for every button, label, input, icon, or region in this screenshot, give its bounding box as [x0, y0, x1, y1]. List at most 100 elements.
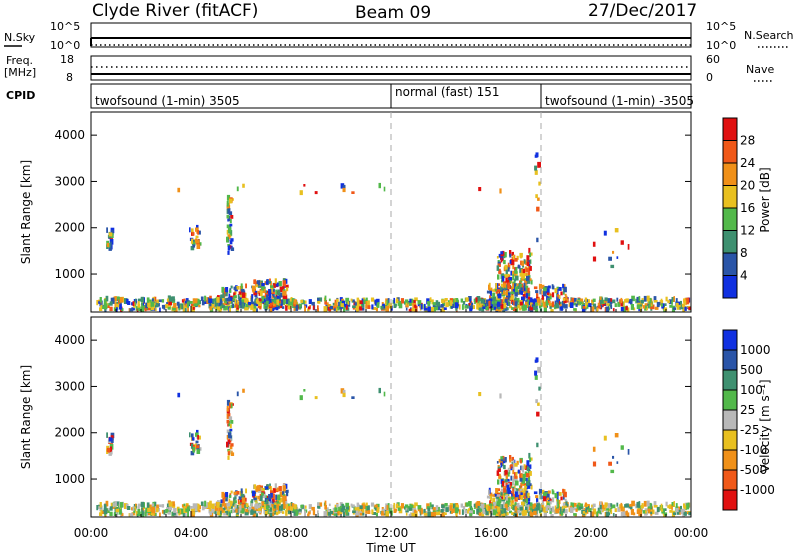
- velocity-cell: [526, 496, 531, 502]
- velocity-cell: [573, 507, 577, 511]
- power-cell: [341, 300, 346, 306]
- power-cell: [351, 191, 355, 194]
- velocity-cell: [336, 510, 340, 516]
- power-cell: [521, 303, 525, 310]
- velocity-cell: [112, 502, 115, 508]
- power-cell: [286, 287, 289, 292]
- velocity-cell: [529, 502, 533, 508]
- velocity-cell: [600, 502, 604, 508]
- power-cell: [214, 306, 218, 310]
- velocity-cell: [150, 512, 155, 516]
- power-cell: [445, 302, 449, 308]
- velocity-cell: [374, 504, 378, 508]
- power-cell: [512, 274, 515, 280]
- velocity-cell: [502, 458, 506, 464]
- velocity-cell: [628, 505, 631, 509]
- power-cell: [585, 301, 590, 305]
- velocity-cell: [625, 503, 629, 507]
- power-cell: [607, 298, 611, 304]
- velocity-cell: [387, 503, 390, 509]
- power-cell: [631, 295, 635, 302]
- power-cell: [526, 275, 530, 282]
- colorbar-segment: [723, 253, 737, 276]
- power-cell: [159, 307, 161, 312]
- power-cell: [516, 255, 519, 260]
- power-cell: [257, 290, 260, 295]
- power-cell: [492, 296, 496, 302]
- power-cell: [291, 298, 294, 302]
- power-cell: [198, 230, 201, 235]
- velocity-cell: [197, 447, 202, 451]
- power-cell: [190, 246, 195, 251]
- velocity-cell: [356, 507, 361, 513]
- velocity-cell: [151, 503, 154, 507]
- power-cell: [119, 297, 124, 303]
- velocity-cell: [643, 500, 647, 507]
- freq-panel: Freq. [MHz] 18 8 60 0 Nave: [4, 53, 774, 84]
- velocity-cell: [526, 460, 530, 466]
- velocity-cell: [323, 511, 327, 517]
- velocity-cell: [497, 468, 501, 472]
- power-cell: [455, 299, 459, 303]
- power-cell: [420, 303, 423, 310]
- power-cell: [137, 306, 141, 311]
- velocity-cell: [265, 486, 269, 490]
- power-cell: [256, 280, 261, 286]
- velocity-cell: [530, 457, 533, 461]
- power-cell: [273, 305, 278, 310]
- velocity-cell: [524, 485, 527, 491]
- power-cell: [526, 261, 530, 266]
- velocity-cell: [408, 513, 412, 517]
- velocity-cell: [190, 508, 195, 512]
- velocity-cell: [509, 485, 512, 490]
- power-cell: [257, 305, 262, 309]
- velocity-cell: [520, 495, 523, 500]
- velocity-cell: [588, 508, 592, 513]
- power-cell: [509, 253, 512, 258]
- power-cell: [140, 296, 145, 303]
- power-cell: [646, 306, 648, 311]
- power-cell: [272, 283, 276, 288]
- velocity-cell: [370, 502, 375, 507]
- power-cell: [444, 298, 448, 302]
- power-cell: [573, 308, 577, 311]
- velocity-cell: [431, 504, 434, 510]
- velocity-cell: [492, 494, 495, 497]
- velocity-cell: [143, 502, 145, 508]
- power-cell: [551, 292, 555, 298]
- velocity-cell: [578, 506, 583, 510]
- colorbar-tick-label: 20: [740, 179, 755, 193]
- velocity-cell: [592, 503, 596, 508]
- velocity-cell: [384, 506, 388, 511]
- power-cell: [275, 293, 278, 299]
- power-cell: [506, 307, 509, 311]
- velocity-cell: [546, 493, 550, 499]
- power-cell: [511, 251, 514, 256]
- velocity-cell: [338, 506, 340, 511]
- velocity-cell: [339, 511, 343, 515]
- velocity-cell: [632, 512, 636, 516]
- power-cell: [347, 301, 350, 305]
- velocity-cell: [556, 501, 558, 508]
- velocity-cell: [293, 504, 297, 510]
- velocity-cell: [259, 495, 263, 502]
- velocity-cell: [345, 502, 350, 507]
- velocity-cell: [673, 512, 677, 516]
- velocity-cell: [631, 500, 635, 507]
- velocity-cell: [272, 493, 275, 497]
- velocity-cell: [485, 509, 489, 516]
- velocity-cell: [592, 508, 597, 515]
- power-cell: [488, 282, 491, 289]
- velocity-cell: [192, 511, 195, 515]
- colorbar-tick-label: 12: [740, 224, 755, 238]
- velocity-cell: [455, 504, 459, 508]
- velocity-cell: [543, 495, 547, 502]
- velocity-cell: [529, 483, 532, 486]
- velocity-cell: [539, 505, 542, 511]
- velocity-cell: [276, 500, 281, 505]
- velocity-cell: [285, 509, 288, 516]
- power-cell: [620, 297, 623, 304]
- velocity-cell: [198, 435, 201, 440]
- velocity-cell: [523, 464, 526, 469]
